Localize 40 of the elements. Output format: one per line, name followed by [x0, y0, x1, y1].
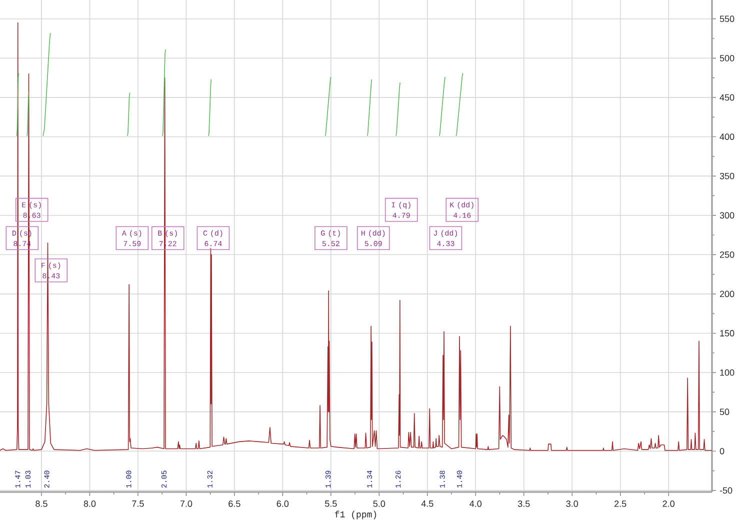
y-tick-label: 350 [720, 172, 734, 180]
y-tick-label: 100 [720, 369, 734, 376]
x-tick-label: 2.5 [614, 500, 626, 507]
y-tick-label: 0 [720, 448, 724, 454]
line-series [0, 22, 712, 451]
y-tick-label: 400 [720, 134, 734, 140]
x-tick-label: 4.0 [470, 500, 482, 507]
line-series [366, 78, 372, 136]
y-tick-label: -50 [720, 487, 732, 494]
line-series [439, 76, 446, 136]
line-series [26, 92, 30, 136]
line-series [396, 82, 400, 136]
x-tick-label: 5.0 [373, 500, 386, 507]
line-series [127, 92, 130, 136]
line-series [208, 78, 212, 136]
y-tick-label: 50 [720, 408, 730, 416]
x-tick-label: 4.5 [421, 500, 434, 507]
x-tick-label: 7.5 [132, 500, 144, 507]
x-tick-label: 6.5 [228, 500, 240, 507]
x-tick-label: 3.5 [518, 500, 530, 507]
x-axis-title: f1 (ppm) [335, 510, 376, 520]
y-tick-label: 450 [720, 94, 734, 101]
x-tick-label: 7.0 [180, 500, 192, 507]
y-tick-label: 250 [720, 251, 734, 258]
line-series [16, 72, 20, 136]
y-tick-label: 500 [720, 54, 734, 62]
x-tick-label: 3.0 [566, 500, 578, 507]
x-tick-label: 8.5 [36, 500, 48, 507]
x-tick-label: 5.5 [325, 500, 337, 507]
line-series [162, 49, 166, 136]
x-tick-label: 6.0 [276, 500, 289, 507]
y-tick-label: 200 [720, 290, 734, 298]
line-series [42, 32, 51, 136]
line-series [324, 76, 332, 136]
y-tick-label: 550 [720, 16, 734, 22]
line-series [456, 72, 464, 136]
y-tick-label: 300 [720, 212, 734, 219]
x-tick-label: 2.0 [662, 500, 674, 507]
x-tick-label: 8.0 [84, 500, 96, 507]
y-tick-label: 150 [720, 330, 734, 336]
